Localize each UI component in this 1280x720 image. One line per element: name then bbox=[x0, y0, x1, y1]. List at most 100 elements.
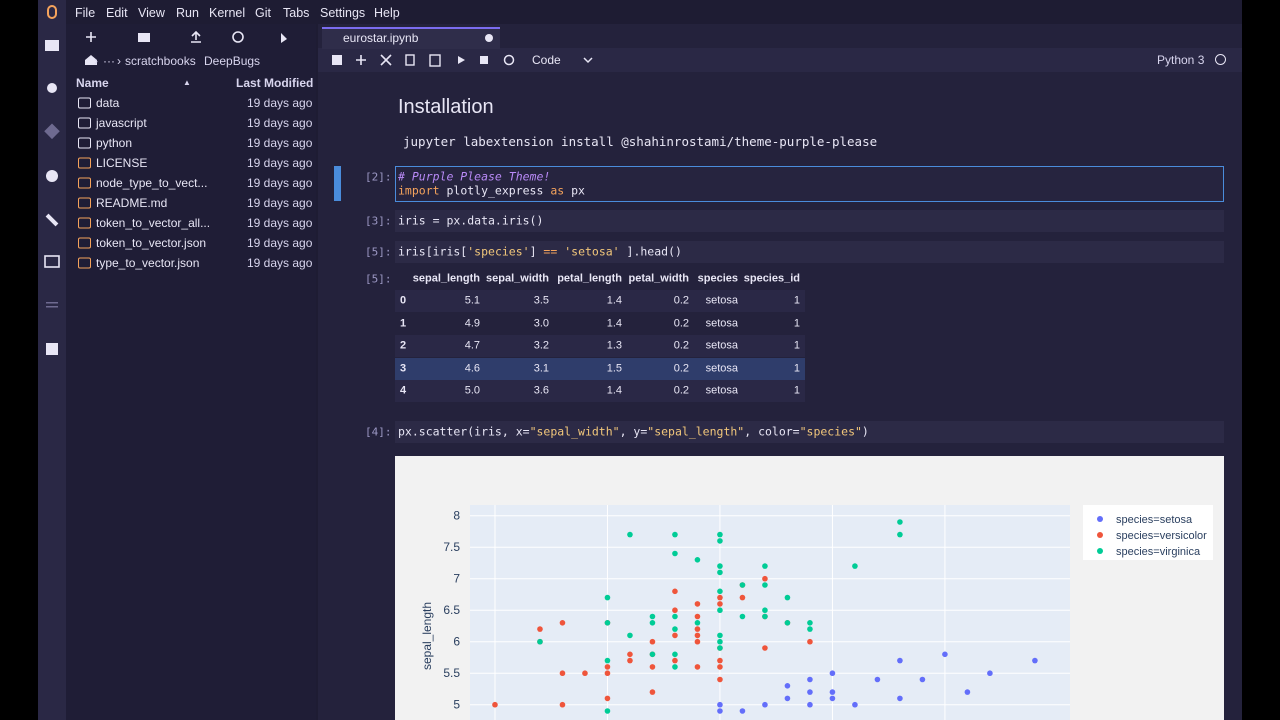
column-header[interactable]: Last Modified bbox=[236, 76, 314, 90]
file-name[interactable]: type_to_vector.json bbox=[96, 256, 200, 270]
file-modified: 19 days ago bbox=[247, 116, 313, 130]
point bbox=[717, 645, 723, 651]
point bbox=[694, 601, 701, 607]
point bbox=[604, 657, 611, 664]
cell-type[interactable]: Code bbox=[532, 53, 561, 67]
paste[interactable] bbox=[429, 54, 441, 67]
copy[interactable] bbox=[405, 54, 415, 66]
file-name[interactable]: LICENSE bbox=[96, 156, 148, 170]
file-modified: 19 days ago bbox=[247, 236, 313, 250]
prompt: [2]: bbox=[365, 170, 392, 184]
home[interactable] bbox=[85, 55, 97, 65]
code-line: iris = px.data.iris() bbox=[398, 213, 544, 228]
menu-item[interactable]: File bbox=[75, 5, 96, 20]
point bbox=[717, 538, 723, 544]
code-cell[interactable] bbox=[395, 421, 1224, 443]
file-modified: 19 days ago bbox=[247, 196, 313, 210]
save[interactable] bbox=[332, 55, 342, 65]
table-header: species_id bbox=[743, 272, 800, 285]
point bbox=[852, 701, 858, 708]
table-cell: 4.9 bbox=[464, 317, 480, 330]
notebook-toolbar bbox=[318, 48, 1242, 72]
git-icon[interactable] bbox=[44, 123, 60, 140]
extension-icon[interactable] bbox=[46, 343, 58, 355]
menu-item[interactable]: Tabs bbox=[283, 5, 310, 20]
point bbox=[739, 594, 746, 601]
point bbox=[807, 620, 813, 626]
point bbox=[762, 575, 768, 582]
run[interactable] bbox=[458, 56, 465, 64]
running-icon[interactable] bbox=[47, 83, 57, 93]
git-clone[interactable] bbox=[281, 33, 287, 43]
file-name[interactable]: token_to_vector.json bbox=[96, 236, 207, 250]
point bbox=[604, 620, 611, 626]
upload[interactable] bbox=[191, 30, 201, 43]
tabs-icon[interactable] bbox=[44, 255, 60, 268]
toc-icon[interactable] bbox=[46, 306, 58, 308]
point bbox=[604, 594, 611, 601]
menu-item[interactable]: Edit bbox=[106, 5, 128, 20]
tab-title[interactable]: eurostar.ipynb bbox=[343, 31, 419, 45]
toc-icon[interactable] bbox=[46, 302, 58, 304]
breadcrumb-sep: › bbox=[94, 54, 98, 68]
new-launcher[interactable] bbox=[86, 32, 96, 42]
point bbox=[897, 657, 903, 664]
y-tick-label: 5 bbox=[453, 698, 460, 712]
point bbox=[829, 670, 836, 677]
legend-marker bbox=[1097, 516, 1103, 522]
menu-item[interactable]: Run bbox=[176, 5, 199, 20]
legend-marker bbox=[1097, 548, 1103, 554]
folder-icon[interactable] bbox=[45, 40, 59, 51]
tools-icon[interactable] bbox=[45, 213, 59, 227]
menu-item[interactable]: Kernel bbox=[209, 5, 246, 20]
table-cell: setosa bbox=[705, 362, 738, 375]
interrupt[interactable] bbox=[480, 56, 488, 64]
table-cell: 5.0 bbox=[464, 384, 480, 397]
column-header[interactable]: Name bbox=[76, 76, 109, 90]
point bbox=[604, 664, 611, 670]
cut[interactable] bbox=[380, 54, 392, 66]
menu-item[interactable]: Help bbox=[374, 5, 400, 20]
file-name[interactable]: javascript bbox=[96, 116, 147, 130]
cell-type-dropdown[interactable] bbox=[583, 57, 593, 64]
file-name[interactable]: token_to_vector_all... bbox=[96, 216, 211, 230]
table-row bbox=[395, 290, 805, 312]
point bbox=[829, 689, 836, 695]
menu-item[interactable]: Git bbox=[255, 5, 271, 20]
point bbox=[694, 557, 701, 563]
new-folder[interactable] bbox=[138, 33, 150, 42]
file-modified: 19 days ago bbox=[247, 96, 313, 110]
palette-icon[interactable] bbox=[46, 170, 58, 182]
point bbox=[604, 708, 611, 714]
file-icon bbox=[78, 117, 91, 129]
activity-icons bbox=[44, 40, 60, 355]
file-name[interactable]: node_type_to_vect... bbox=[96, 176, 208, 190]
point bbox=[672, 632, 678, 639]
code-cell[interactable] bbox=[395, 210, 1224, 232]
point bbox=[852, 563, 858, 569]
tab[interactable] bbox=[322, 27, 500, 49]
file-icon bbox=[78, 257, 91, 269]
table-cell: 3.6 bbox=[533, 384, 549, 397]
point bbox=[762, 582, 768, 588]
code-cell[interactable] bbox=[395, 241, 1224, 263]
activity-bar bbox=[38, 0, 66, 720]
file-name[interactable]: README.md bbox=[96, 196, 168, 210]
breadcrumb: scratchbooks bbox=[125, 54, 196, 68]
code-cell[interactable] bbox=[395, 166, 1224, 202]
menu-item[interactable]: View bbox=[138, 5, 165, 20]
table-cell: 0.2 bbox=[673, 294, 689, 307]
insert-cell[interactable] bbox=[356, 55, 366, 65]
file-name[interactable]: python bbox=[96, 136, 133, 150]
table-cell: setosa bbox=[705, 384, 738, 397]
point bbox=[807, 689, 813, 695]
point bbox=[604, 670, 611, 677]
table-header: petal_width bbox=[628, 272, 689, 285]
file-name[interactable]: data bbox=[96, 96, 120, 110]
refresh[interactable] bbox=[232, 31, 244, 43]
restart[interactable] bbox=[503, 54, 515, 66]
y-tick-label: 6 bbox=[453, 635, 460, 649]
table-cell: 1 bbox=[793, 362, 800, 375]
kernel-status bbox=[1215, 54, 1226, 65]
menu-item[interactable]: Settings bbox=[320, 5, 366, 20]
